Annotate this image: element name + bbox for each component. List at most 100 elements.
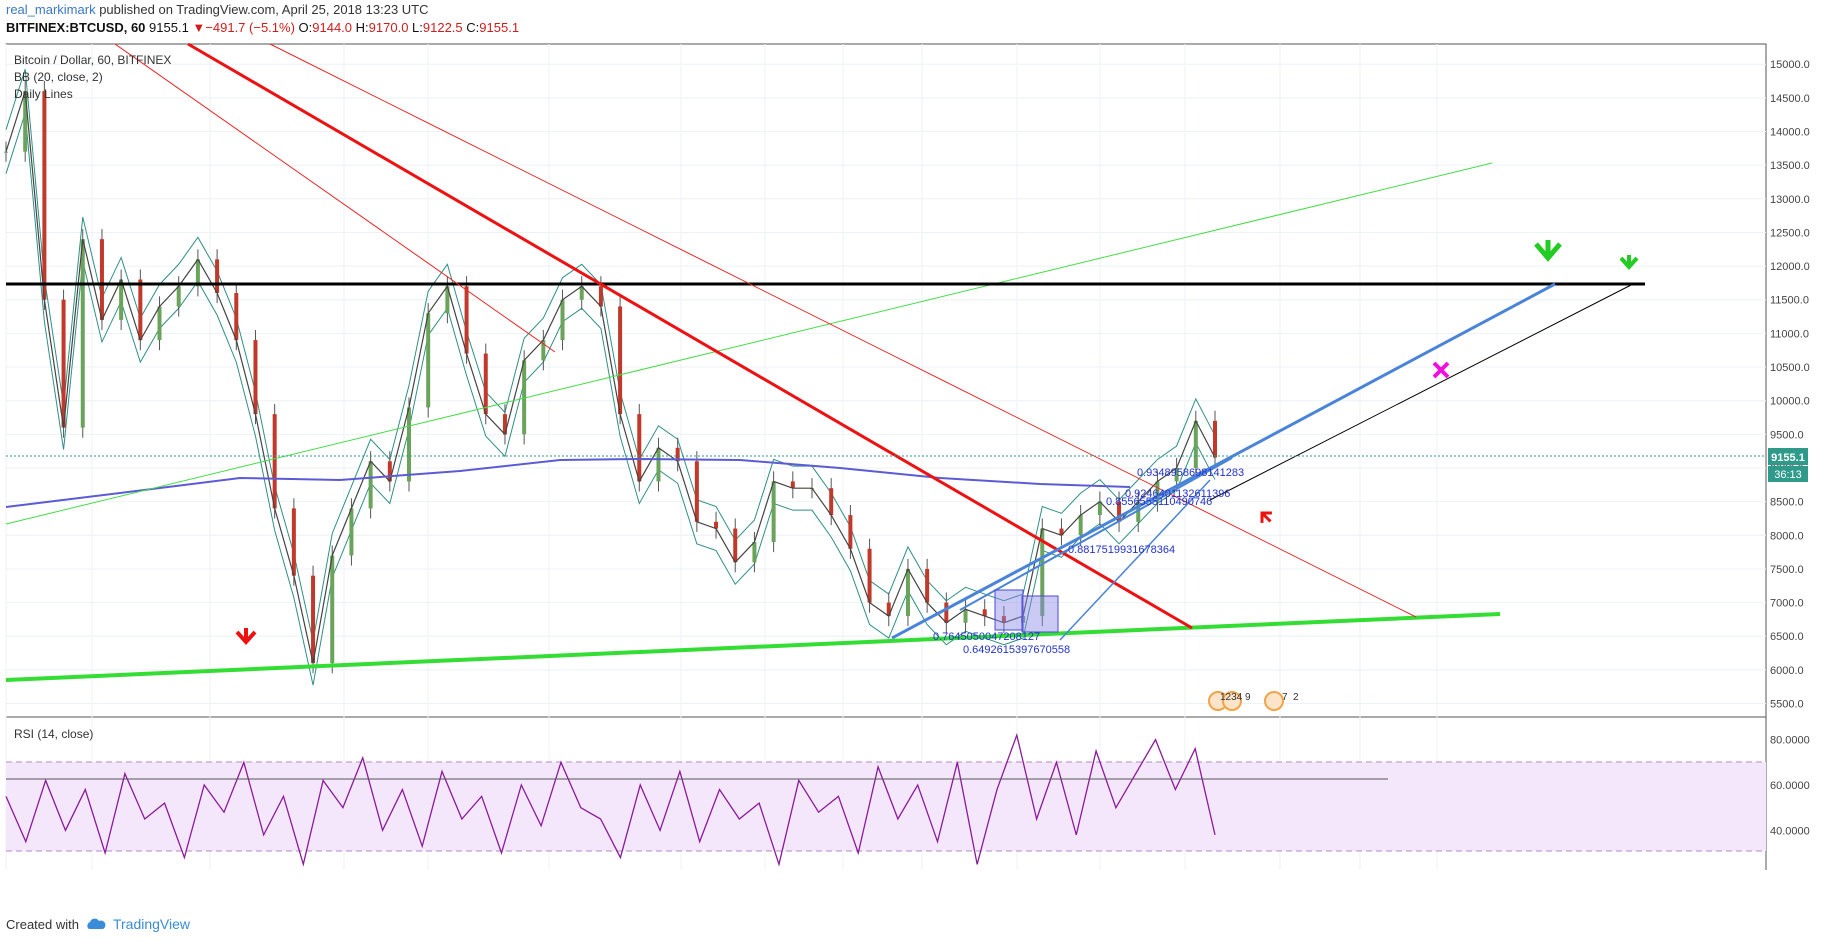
high-label: H: [355, 20, 369, 35]
price-tick: 13500.0 [1770, 160, 1810, 172]
candle-body [99, 239, 104, 320]
candle-body [1174, 467, 1179, 482]
blue-channel-upper [959, 457, 1233, 611]
green-down-arrow-large [1534, 240, 1562, 262]
ohlc-line: BITFINEX:BTCUSD, 60 9155.1 ▼−491.7 (−5.1… [6, 20, 519, 35]
candle-body [502, 414, 507, 435]
candle-body [944, 602, 949, 623]
candle-body [1059, 528, 1064, 536]
candle-body [656, 447, 661, 482]
candle-body [157, 306, 162, 341]
candle-body [1213, 420, 1217, 458]
price-tick: 10500.0 [1770, 362, 1810, 374]
candle-body [215, 259, 220, 294]
price-tick: 14500.0 [1770, 93, 1810, 105]
price-pane[interactable] [5, 43, 1767, 718]
candle-body [464, 286, 469, 354]
price-tick: 7000.0 [1770, 598, 1804, 610]
candle-body [1155, 481, 1160, 502]
candle-body [752, 542, 757, 563]
badge-label-1: 1234 [1220, 692, 1243, 703]
candle-body [1040, 528, 1045, 617]
candle-body [253, 340, 258, 415]
price-tick: 14000.0 [1770, 126, 1810, 138]
price-tick: 12000.0 [1770, 261, 1810, 273]
price-axis: 15000.0 14500.0 14000.0 13500.0 13000.0 12500… [1770, 59, 1810, 710]
fib-label: 0.9246401132611396 [1125, 488, 1230, 500]
price-badge-value: 9155.1 [1771, 452, 1805, 464]
candle-body [982, 609, 987, 617]
candle-body [1136, 501, 1141, 522]
candle-body [963, 609, 968, 623]
candle-body [714, 521, 719, 529]
candle-body [867, 548, 872, 603]
fib-label: 0.7645050047208127 [933, 631, 1040, 643]
tradingview-cloud-icon [87, 918, 106, 929]
created-with-text: Created with [6, 916, 79, 932]
candle-body [925, 568, 930, 603]
highlight-box-1 [994, 589, 1024, 631]
author-link[interactable]: real_markimark [6, 2, 96, 17]
red-trend-line-short [114, 43, 556, 353]
blue-channel-inner [1059, 479, 1211, 641]
badge-label-2: 9 [1245, 692, 1251, 703]
candle-body [330, 555, 335, 664]
badge-label-4: 2 [1293, 692, 1299, 703]
badge-label-3: 7 [1282, 692, 1288, 703]
fib-label: 0.8556555110490746 [1106, 496, 1212, 508]
moving-average-line [5, 457, 1131, 508]
candle-body [905, 568, 910, 617]
green-down-arrow-small [1619, 255, 1639, 271]
candle-body [4, 151, 8, 153]
bb-lower-band [5, 112, 1216, 686]
red-trend-line-thick [187, 42, 1193, 630]
candle-body [80, 239, 85, 428]
candle-body [195, 259, 200, 287]
close-value: 9155.1 [479, 20, 520, 35]
candle-body [618, 306, 623, 415]
candle-body [407, 407, 411, 482]
fib-label: 0.9348958698141283 [1137, 467, 1244, 479]
price-tick: 7500.0 [1770, 564, 1804, 576]
candle-body [790, 481, 795, 489]
price-tick: 13000.0 [1770, 194, 1810, 206]
candle-body [23, 91, 28, 152]
candle-body [675, 447, 680, 462]
candle-body [598, 286, 603, 307]
candle-body [311, 575, 316, 664]
candle-body [426, 313, 431, 408]
candle-body [1097, 501, 1102, 516]
tradingview-brand-link[interactable]: TradingView [112, 916, 191, 932]
price-tick: 9500.0 [1770, 429, 1804, 441]
low-label: L: [412, 20, 423, 35]
event-badges[interactable]: 1234 9 7 2 [1208, 691, 1299, 711]
candle-body [272, 414, 277, 509]
candle-body [829, 488, 834, 516]
symbol: BITFINEX:BTCUSD, 60 [6, 20, 146, 35]
candle-body [1078, 515, 1083, 536]
rsi-line [5, 732, 1216, 867]
price-tick: 11500.0 [1770, 295, 1809, 307]
candle-body [694, 461, 699, 522]
fib-label: 0.8817519931678364 [1068, 544, 1175, 556]
candles [4, 81, 1217, 674]
candle-body [176, 286, 181, 307]
candle-body [349, 508, 354, 556]
price-tick: 11000.0 [1770, 328, 1809, 340]
price-tick: 6500.0 [1770, 631, 1804, 643]
candle-body [291, 508, 296, 576]
green-trend-line [5, 162, 1493, 525]
candle-body [387, 461, 392, 482]
candle-body [234, 293, 239, 341]
publish-text: published on TradingView.com, April 25, … [99, 2, 429, 17]
candle-body [138, 279, 143, 341]
open-label: O: [298, 20, 313, 35]
blue-channel-lower [891, 282, 1556, 640]
rsi-tick: 40.0000 [1770, 825, 1810, 837]
red-up-arrow [1260, 511, 1272, 523]
candle-body [886, 602, 891, 617]
candle-body [61, 299, 66, 428]
